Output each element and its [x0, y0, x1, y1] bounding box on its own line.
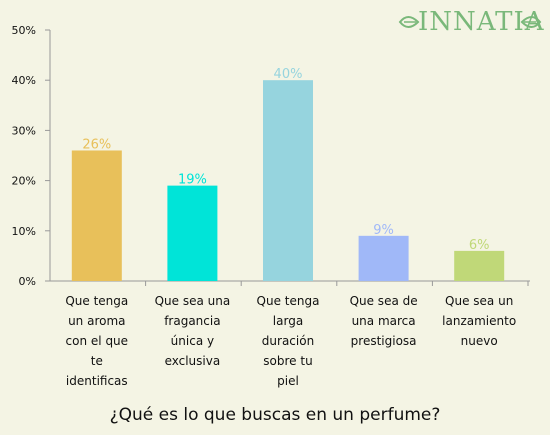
y-tick-label: 30% — [12, 124, 36, 137]
category-label-line: exclusiva — [164, 354, 221, 368]
category-label-line: un aroma — [68, 314, 126, 328]
y-tick-label: 20% — [12, 175, 36, 188]
bar — [454, 250, 505, 281]
bar — [167, 185, 218, 281]
category-label-line: duración — [261, 334, 315, 348]
category-label-line: te — [90, 354, 103, 368]
y-tick-label: 40% — [12, 74, 36, 87]
category-label-line: con el que — [65, 334, 129, 348]
category-label-line: una marca — [351, 314, 416, 328]
bar — [358, 235, 409, 281]
bar-value-label: 9% — [373, 223, 394, 238]
bar — [263, 80, 313, 281]
innatia-logo: INNATIA — [396, 2, 544, 42]
category-label: Que tenga un aroma con el que te identificas — [54, 291, 140, 391]
category-label: Que tenga larga duración sobre tu piel — [245, 291, 331, 391]
category-label-line: Que sea una — [154, 294, 231, 308]
leaf-logo-icon — [398, 16, 542, 28]
category-label: Que sea una fragancia única y exclusiva — [149, 291, 235, 371]
bar-value-label: 26% — [82, 137, 111, 152]
y-tick-label: 0% — [19, 275, 36, 288]
y-tick-label: 50% — [12, 24, 36, 37]
brand-name: INNATIA — [418, 7, 545, 37]
bar-chart: 0% 10% 20% 30% 40% 50% 26% 19% 40% 9% 6% — [12, 24, 530, 288]
category-label-line: Que sea de — [349, 294, 418, 308]
category-label-line: fragancia — [164, 314, 221, 328]
chart-axes: 0% 10% 20% 30% 40% 50% — [12, 24, 530, 288]
category-label-line: única y — [170, 334, 215, 348]
category-label-line: larga — [272, 314, 304, 328]
bar — [71, 150, 122, 281]
category-label-line: Que tenga — [256, 294, 320, 308]
category-label-line: Que tenga — [65, 294, 129, 308]
y-tick-label: 10% — [12, 225, 36, 238]
bar-value-label: 40% — [274, 67, 303, 82]
category-label-line: piel — [277, 374, 299, 388]
category-label-line: nuevo — [460, 334, 498, 348]
category-label: Que sea de una marca prestigiosa — [341, 291, 427, 351]
category-label-line: sobre tu — [263, 354, 313, 368]
category-label-line: lanzamiento — [442, 314, 517, 328]
bar-value-label: 6% — [469, 238, 490, 253]
category-label-line: Que sea un — [445, 294, 514, 308]
bar-value-label: 19% — [178, 173, 207, 188]
category-label-line: identificas — [65, 374, 128, 388]
chart-caption: ¿Qué es lo que buscas en un perfume? — [109, 405, 441, 425]
category-label: Que sea un lanzamiento nuevo — [436, 291, 522, 351]
chart-bars: 26% 19% 40% 9% 6% — [71, 67, 505, 281]
category-label-line: prestigiosa — [350, 334, 417, 348]
